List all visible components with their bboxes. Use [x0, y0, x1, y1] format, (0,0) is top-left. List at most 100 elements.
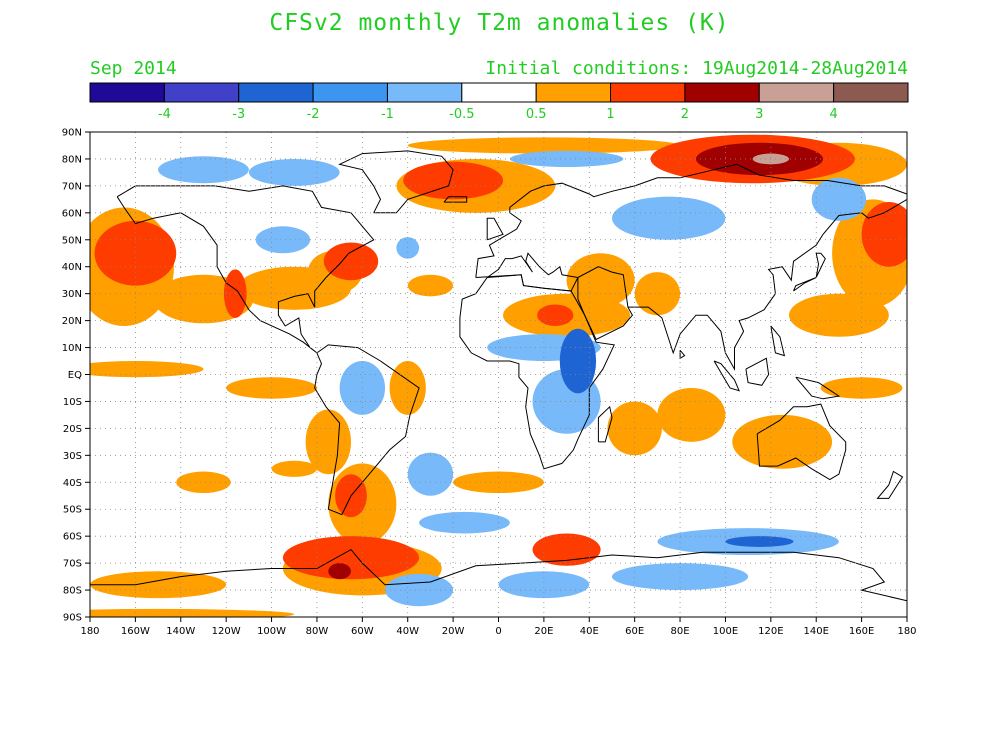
colorbar-label: 0.5 — [526, 107, 547, 122]
coastlines — [90, 150, 907, 602]
lon-label: 120E — [758, 626, 783, 637]
lat-label: 70S — [63, 559, 82, 570]
anomaly-region — [94, 220, 177, 286]
lon-label: 40W — [396, 626, 419, 637]
anomaly-region — [861, 202, 907, 267]
lat-label: 40N — [62, 262, 82, 273]
coastline — [597, 405, 613, 443]
colorbar-label: -0.5 — [449, 107, 474, 122]
lon-label: 180 — [80, 626, 99, 637]
lon-label: 80E — [671, 626, 690, 637]
lat-label: 90N — [62, 128, 82, 139]
lon-label: 140W — [166, 626, 195, 637]
lat-label: 40S — [63, 478, 82, 489]
anomaly-region — [732, 414, 833, 469]
coastline — [443, 196, 468, 203]
anomaly-region — [90, 571, 227, 599]
anomaly-region — [255, 226, 311, 254]
anomaly-region — [611, 563, 749, 591]
anomaly-region — [176, 471, 231, 494]
lon-label: 20E — [534, 626, 553, 637]
map-title: CFSv2 monthly T2m anomalies (K) — [269, 10, 730, 36]
colorbar: -4 -3 -2 -1 -0.5 0.5 1 2 3 4 — [89, 82, 909, 122]
lon-label: 20W — [442, 626, 465, 637]
anomaly-region — [419, 511, 510, 534]
anomaly-region — [634, 272, 681, 316]
anomaly-region — [407, 274, 454, 297]
anomaly-region — [537, 304, 574, 326]
anomaly-region — [248, 158, 340, 186]
axis-labels: 90N 80N 70N 60N 50N 40N 30N 20N 10N EQ 10S 20S 30S 40… — [62, 128, 917, 638]
lat-label: 10S — [63, 397, 82, 408]
anomaly-region — [566, 253, 635, 308]
lat-label: 20N — [62, 316, 82, 327]
coastline — [475, 163, 907, 278]
lon-label: 60W — [351, 626, 374, 637]
lat-label: 30N — [62, 289, 82, 300]
lat-label: 80S — [63, 586, 82, 597]
anomaly-region — [407, 137, 681, 154]
coastline — [116, 185, 375, 354]
anomaly-region — [271, 460, 317, 477]
lat-label: 50S — [63, 505, 82, 516]
anomaly-region — [788, 293, 889, 337]
colorbar-label: -4 — [158, 107, 171, 122]
lat-label: EQ — [68, 370, 82, 381]
lon-label: 100E — [713, 626, 738, 637]
colorbar-label: -1 — [381, 107, 394, 122]
lat-label: 20S — [63, 424, 82, 435]
anomaly-region — [532, 533, 601, 566]
anomaly-region — [559, 328, 597, 394]
lon-label: 40E — [580, 626, 599, 637]
coastline — [770, 325, 786, 357]
lat-label: 60N — [62, 208, 82, 219]
coastline — [577, 266, 634, 341]
coastline — [679, 349, 686, 360]
lon-label: 160W — [121, 626, 150, 637]
coastline — [314, 344, 420, 516]
gridlines — [90, 132, 907, 617]
lon-label: 100W — [257, 626, 286, 637]
anomaly-region — [509, 150, 624, 168]
anomaly-region — [282, 536, 420, 580]
colorbar-label: 2 — [681, 107, 689, 122]
lat-label: 30S — [63, 451, 82, 462]
lat-label: 60S — [63, 532, 82, 543]
initial-conditions: Initial conditions: 19Aug2014-28Aug2014 — [485, 58, 908, 79]
lon-label: 120W — [212, 626, 241, 637]
colorbar-label: -2 — [307, 107, 320, 122]
colorbar-label: -3 — [232, 107, 245, 122]
anomaly-fields — [90, 134, 907, 617]
anomaly-region — [725, 536, 794, 547]
lon-label: 0 — [495, 626, 501, 637]
coastline — [756, 403, 847, 481]
coastline — [627, 198, 907, 372]
anomaly-region — [607, 401, 662, 456]
colorbar-label: 1 — [606, 107, 614, 122]
colorbar-swatch — [833, 82, 909, 103]
lon-label: 160E — [849, 626, 874, 637]
coastline — [795, 376, 841, 400]
anomaly-region — [407, 452, 454, 496]
coastline — [338, 150, 454, 214]
coastline — [90, 548, 907, 602]
anomaly-region — [328, 563, 351, 580]
anomaly-region — [811, 177, 867, 221]
coastline — [486, 217, 504, 241]
anomaly-region — [403, 161, 504, 200]
lat-label: 80N — [62, 154, 82, 165]
lon-label: 80W — [306, 626, 329, 637]
lon-label: 180 — [897, 626, 916, 637]
lat-label: 50N — [62, 235, 82, 246]
colorbar-label: 4 — [829, 107, 837, 122]
anomaly-region — [158, 156, 249, 184]
anomaly-region — [90, 608, 295, 617]
forecast-month: Sep 2014 — [90, 58, 177, 79]
coastline — [793, 252, 826, 292]
colorbar-label: 3 — [755, 107, 763, 122]
coastline — [876, 470, 904, 499]
lat-label: 70N — [62, 181, 82, 192]
lon-label: 60E — [625, 626, 644, 637]
anomaly-region — [385, 573, 454, 607]
